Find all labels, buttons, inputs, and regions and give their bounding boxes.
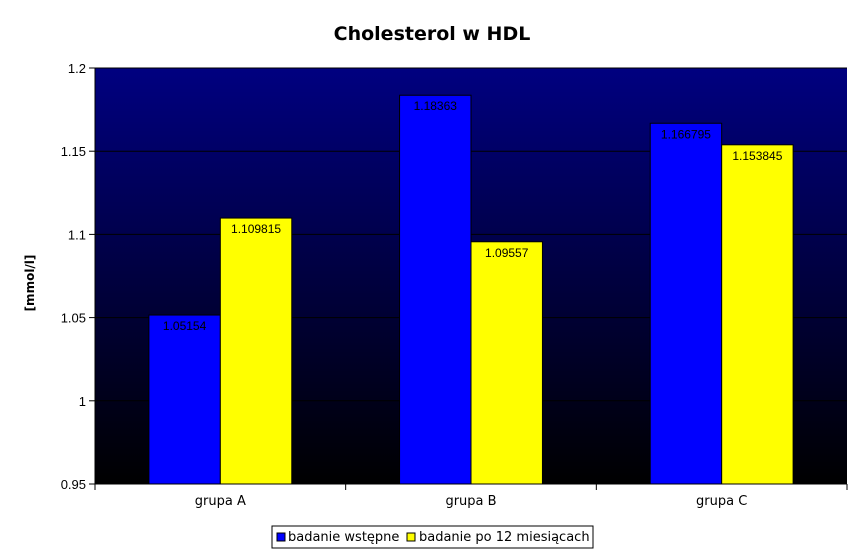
data-label: 1.05154	[163, 319, 207, 333]
legend: badanie wstępne badanie po 12 miesiącach	[271, 525, 594, 549]
y-tick-label: 1.1	[68, 227, 86, 242]
legend-label-series-2: badanie po 12 miesiącach	[419, 530, 590, 545]
bar-series-1	[649, 122, 723, 485]
y-axis-label: [mmol/l]	[23, 255, 37, 312]
legend-box	[271, 525, 594, 549]
bar-series-1	[148, 314, 221, 485]
data-label: 1.109815	[231, 222, 281, 236]
x-tick-label: grupa B	[445, 494, 496, 509]
data-label: 1.153845	[732, 149, 782, 163]
y-tick-label: 1.05	[61, 311, 86, 326]
bar-series-2	[219, 217, 293, 485]
bar-series-2	[721, 144, 794, 485]
legend-swatch-series-2	[406, 532, 416, 542]
chart-title: Cholesterol w HDL	[334, 23, 531, 45]
data-label: 1.166795	[661, 127, 711, 141]
x-tick-label: grupa A	[195, 494, 246, 509]
bar-series-1	[399, 94, 472, 485]
bar-series-2	[470, 241, 543, 485]
y-tick-label: 0.95	[61, 477, 86, 492]
legend-label-series-1: badanie wstępne	[288, 530, 399, 545]
legend-swatch-series-1	[276, 532, 286, 542]
y-tick-label: 1.15	[61, 144, 86, 159]
y-tick-label: 1	[79, 394, 86, 409]
data-label: 1.09557	[485, 246, 529, 260]
data-label: 1.18363	[414, 99, 458, 113]
x-tick-label: grupa C	[696, 494, 747, 509]
y-tick-label: 1.2	[68, 61, 86, 76]
